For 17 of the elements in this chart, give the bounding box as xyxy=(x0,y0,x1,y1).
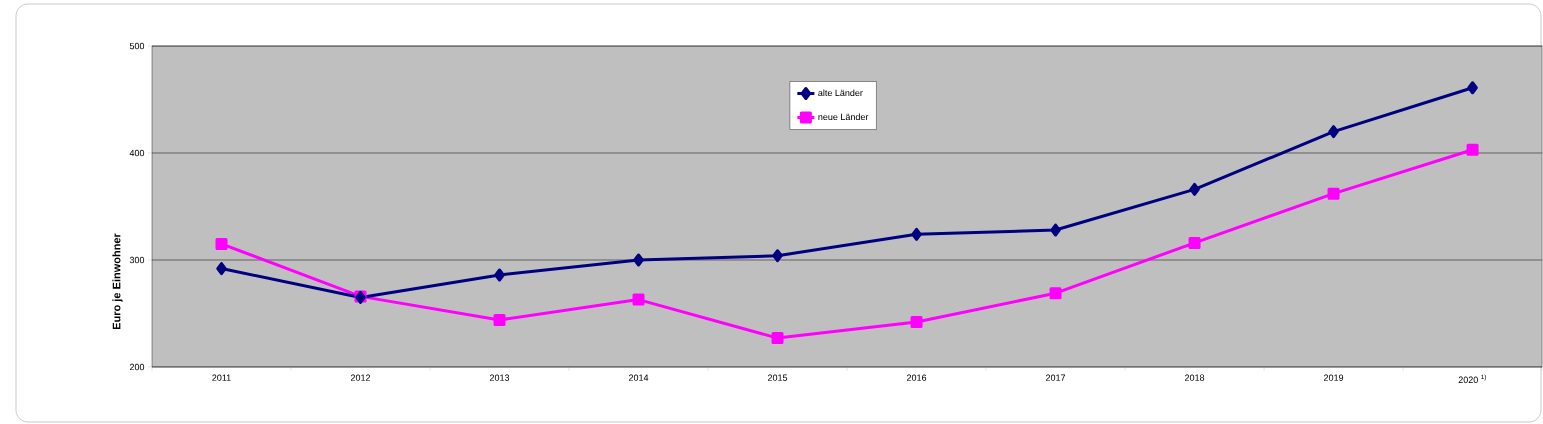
x-tick-label: 2018 xyxy=(1185,374,1205,381)
x-tick-label: 2013 xyxy=(489,374,510,381)
legend-label: neue Länder xyxy=(818,113,869,121)
y-tick-label: 500 xyxy=(129,42,145,50)
legend-label: alte Länder xyxy=(818,89,863,97)
y-tick-label: 400 xyxy=(129,149,145,157)
y-tick-label: 200 xyxy=(129,363,145,371)
x-tick-label: 2019 xyxy=(1324,374,1344,381)
y-tick-label: 300 xyxy=(129,256,145,264)
x-tick-label: 2014 xyxy=(628,374,649,381)
y-axis-title: Euro je Einwohner xyxy=(112,233,123,330)
x-tick-label: 2012 xyxy=(350,374,371,381)
x-tick-label: 2011 xyxy=(212,374,231,381)
x-tick-label: 2016 xyxy=(906,374,927,381)
x-tick-label: 2015 xyxy=(767,374,788,381)
x-tick-label: 2017 xyxy=(1045,374,1066,381)
x-tick-label: 2020 $^{1)}$ xyxy=(1458,374,1486,383)
